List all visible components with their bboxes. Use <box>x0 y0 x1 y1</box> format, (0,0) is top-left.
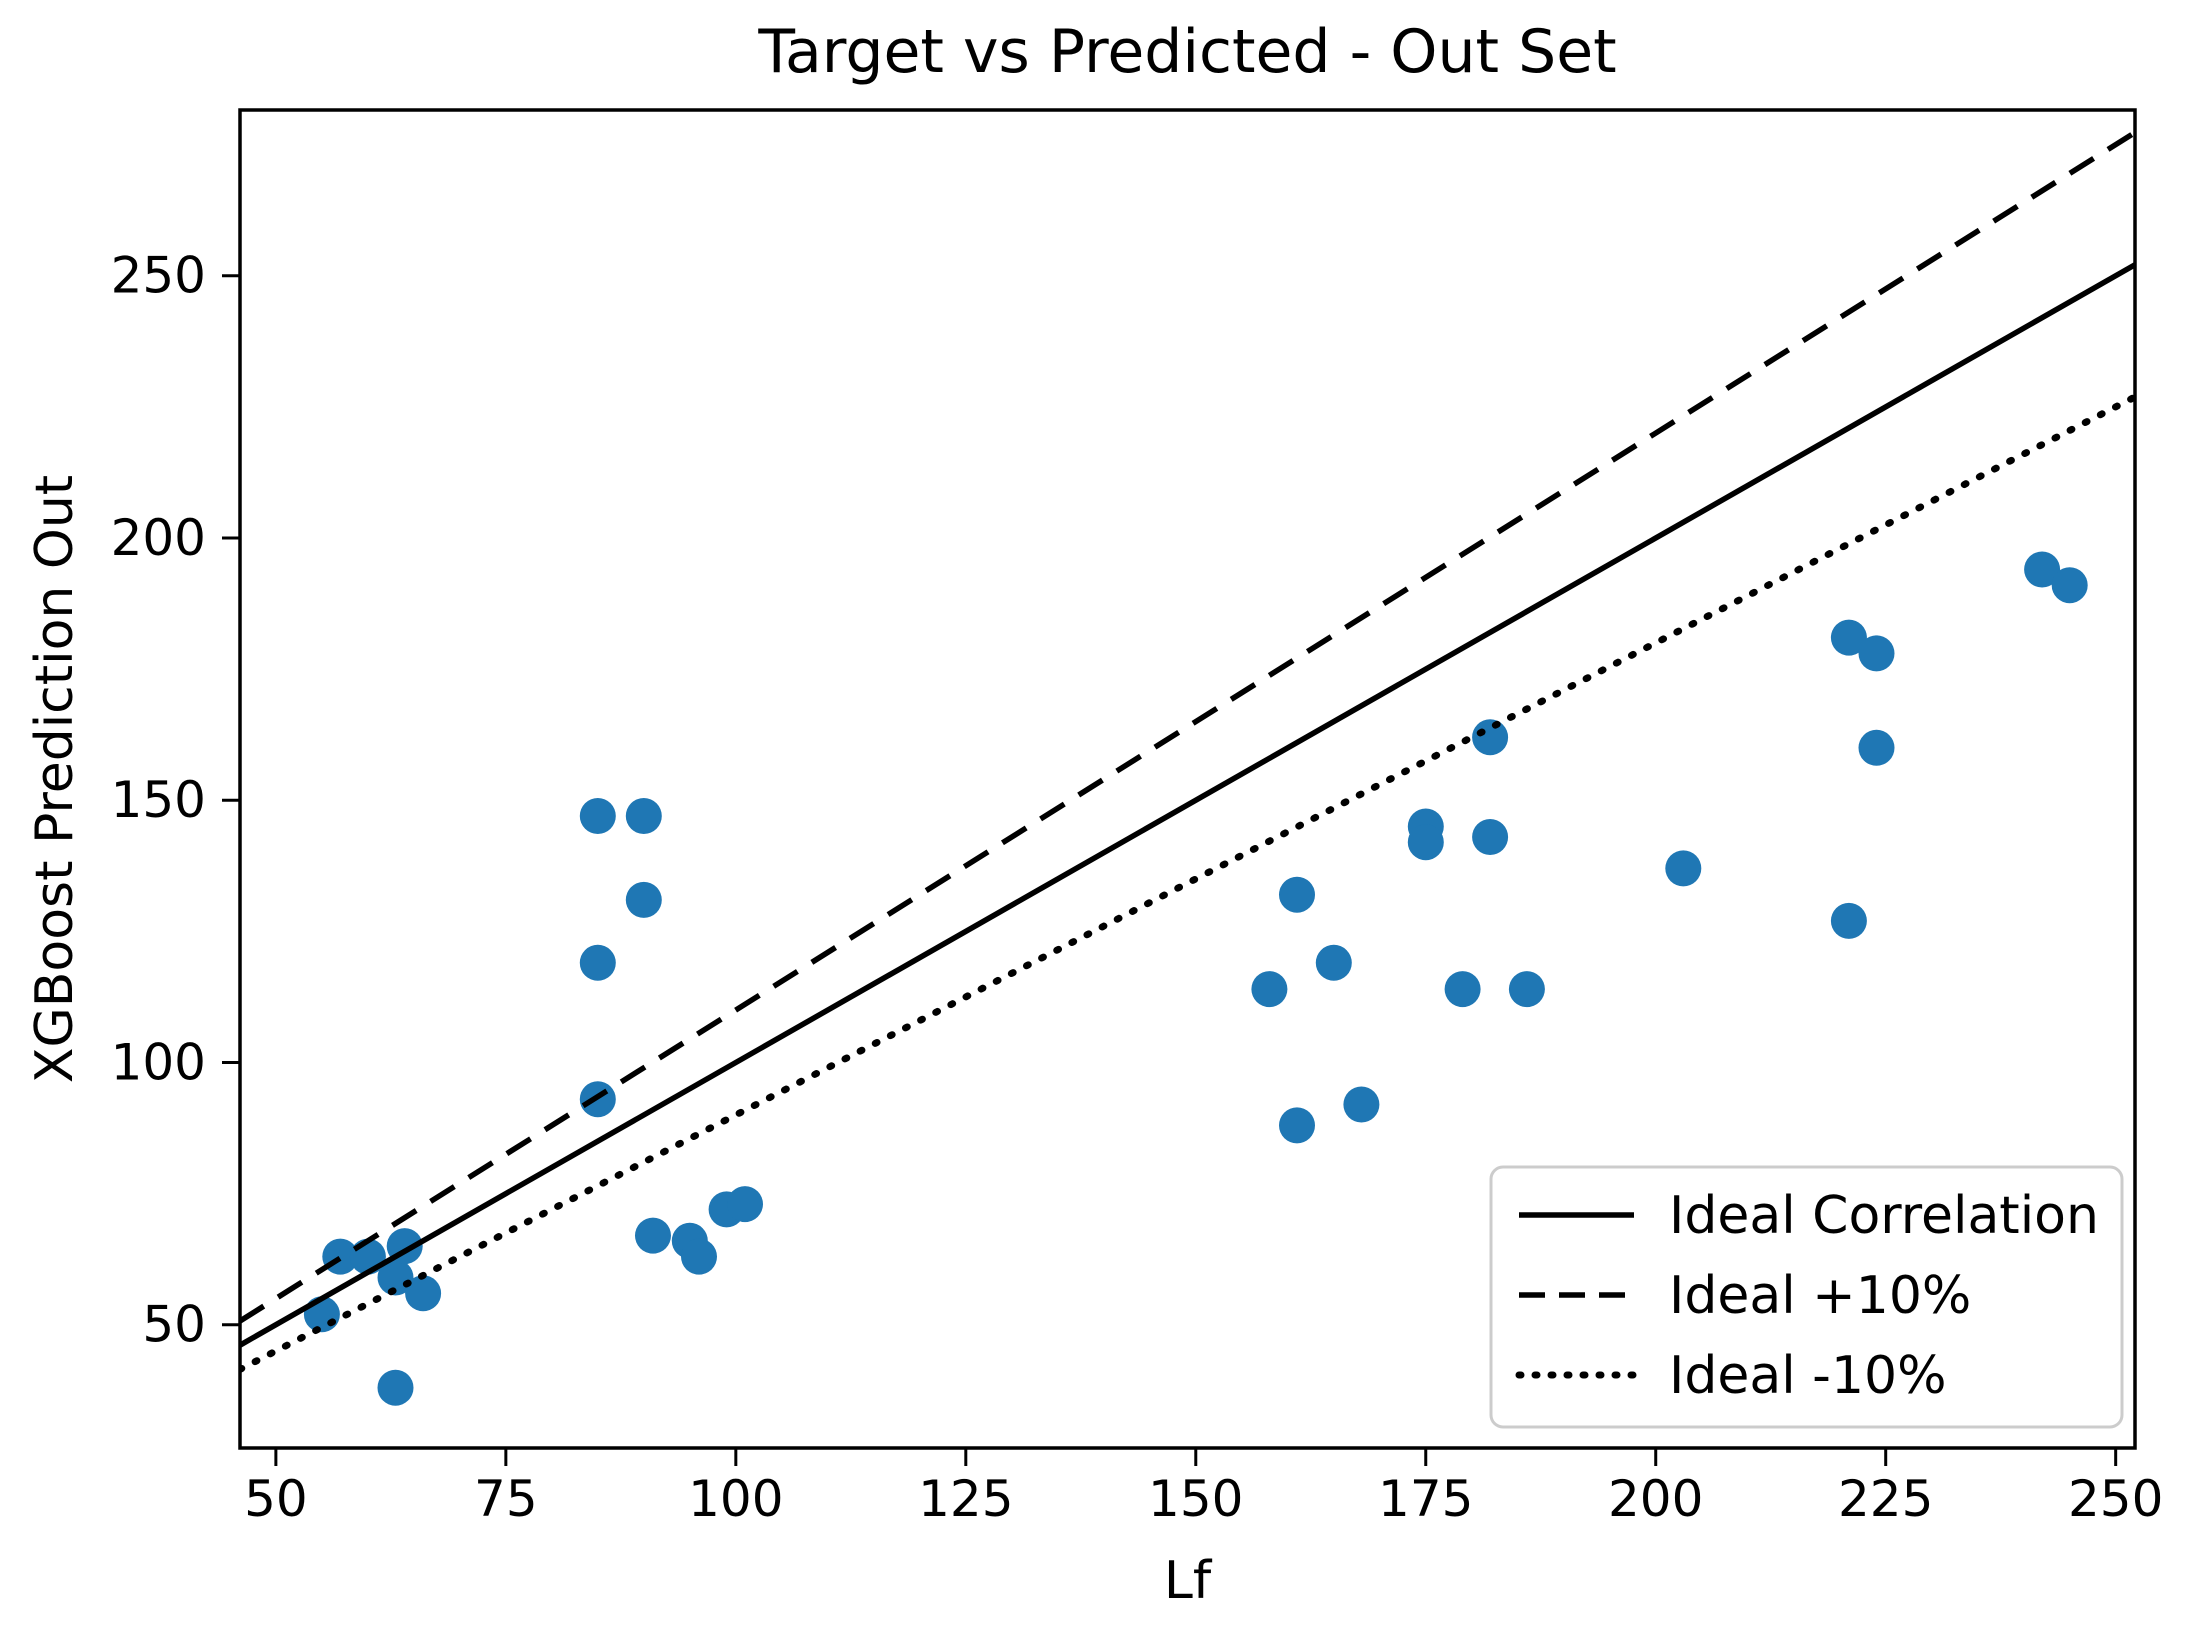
scatter-point <box>1279 1107 1315 1144</box>
scatter-point <box>635 1217 671 1254</box>
x-axis-label: Lf <box>1164 1551 1213 1611</box>
scatter-point <box>579 944 616 981</box>
x-tick-label: 75 <box>474 1470 538 1528</box>
scatter-point <box>727 1186 763 1223</box>
chart-title: Target vs Predicted - Out Set <box>757 17 1616 87</box>
y-tick-label: 200 <box>111 509 206 567</box>
x-tick-label: 50 <box>244 1470 308 1528</box>
ideal-line-dotted <box>240 393 2135 1373</box>
scatter-point <box>1444 971 1481 1008</box>
x-tick-label: 225 <box>1838 1470 1933 1528</box>
scatter-point <box>1279 876 1315 913</box>
scatter-point <box>681 1238 717 1275</box>
x-tick-label: 150 <box>1148 1470 1243 1528</box>
legend-box <box>1489 1165 2124 1429</box>
x-tick-label: 200 <box>1608 1470 1703 1528</box>
scatter-point <box>625 881 662 918</box>
scatter-point <box>579 798 616 834</box>
scatter-point <box>1665 850 1702 887</box>
x-tick-label: 175 <box>1378 1470 1473 1528</box>
scatter-point <box>405 1275 442 1312</box>
legend-label: Ideal +10% <box>1669 1266 1971 1326</box>
scatter-point <box>303 1296 340 1333</box>
scatter-point <box>1251 971 1288 1008</box>
x-tick-label: 100 <box>688 1470 783 1528</box>
legend-label: Ideal -10% <box>1669 1346 1947 1406</box>
x-tick-label: 125 <box>918 1470 1013 1528</box>
scatter-point <box>2051 567 2088 604</box>
scatter-point <box>1407 824 1444 861</box>
scatter-point <box>377 1369 414 1406</box>
scatter-point <box>1830 619 1867 656</box>
x-tick-label: 250 <box>2068 1470 2163 1528</box>
scatter-point <box>2024 551 2061 588</box>
scatter-point <box>1508 971 1545 1008</box>
scatter-point <box>1858 729 1895 766</box>
scatter-point <box>1830 902 1867 939</box>
y-tick-label: 100 <box>111 1033 206 1091</box>
y-tick-label: 50 <box>142 1296 206 1354</box>
y-tick-label: 250 <box>111 247 206 305</box>
legend-label: Ideal Correlation <box>1669 1186 2099 1246</box>
y-tick-label: 150 <box>111 771 206 829</box>
scatter-point <box>625 798 662 834</box>
y-axis-label: XGBoost Prediction Out <box>25 475 85 1083</box>
scatter-point <box>1472 719 1509 756</box>
scatter-point <box>1343 1086 1380 1123</box>
scatter-point <box>1858 635 1895 672</box>
ideal-line-solid <box>240 262 2135 1348</box>
scatter-points <box>303 551 2088 1406</box>
ideal-line-dashed <box>240 130 2135 1324</box>
plot-spines <box>238 108 2137 1450</box>
scatter-point <box>1472 819 1509 855</box>
scatter-point <box>1315 944 1352 981</box>
